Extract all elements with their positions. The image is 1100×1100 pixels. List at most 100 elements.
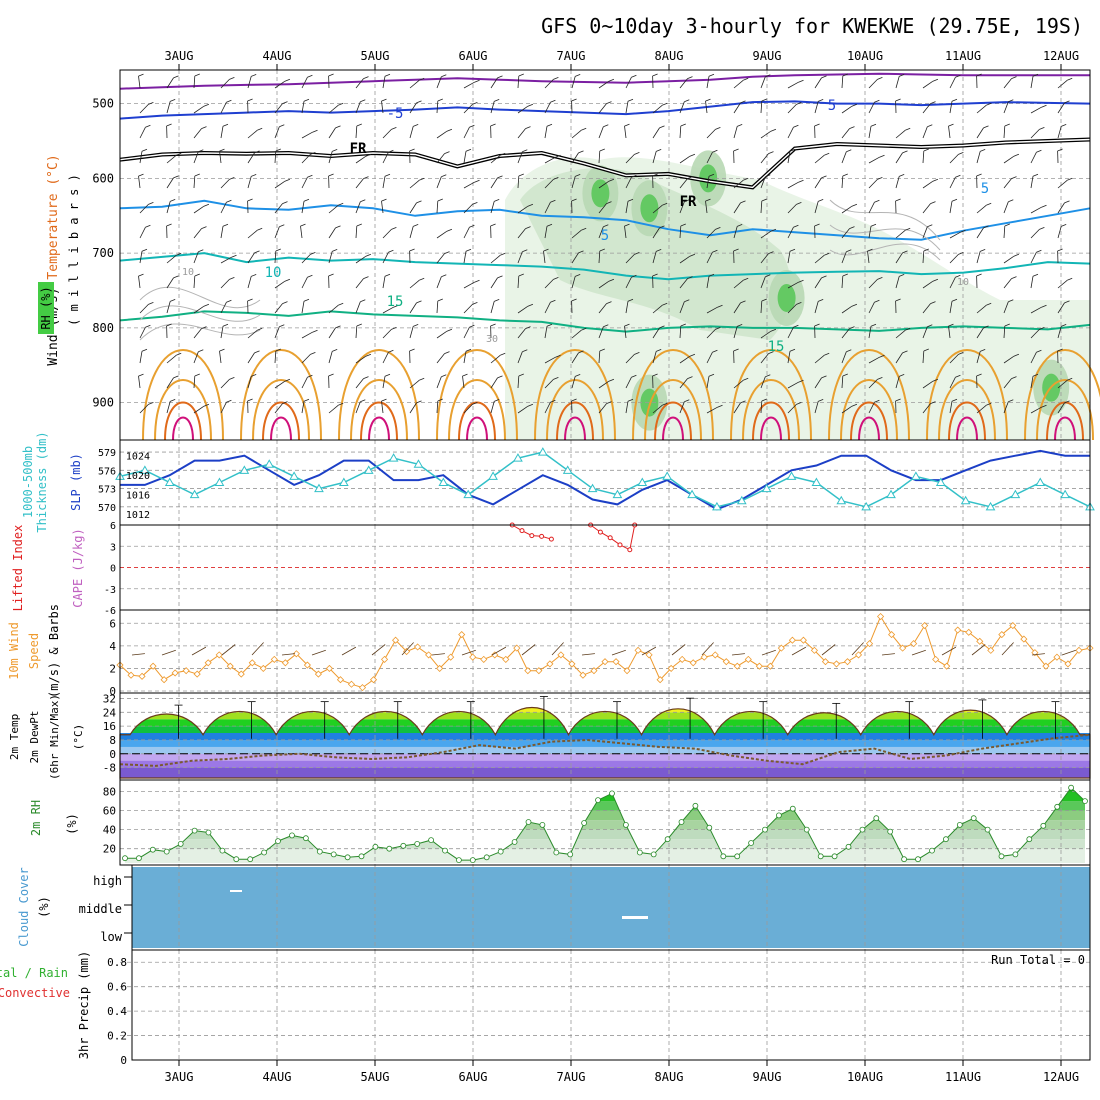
- wind-barb: [274, 80, 286, 89]
- surface-wind-barb: [641, 646, 657, 656]
- wind-barb: [571, 129, 582, 139]
- wind-barb: [571, 352, 579, 364]
- wind-barb: [436, 130, 448, 139]
- wind-barb: [463, 227, 470, 239]
- wind-barb: [544, 179, 554, 189]
- wind-barb-flag: [768, 351, 774, 354]
- wind-barb-flag: [1067, 77, 1073, 81]
- ylabel-temp-text: 2m Temp: [8, 714, 21, 760]
- wind-barb: [247, 329, 258, 339]
- wind-barb-flag: [194, 273, 200, 277]
- wind-barb-flag: [659, 325, 665, 329]
- temp-tick: -8: [103, 762, 116, 775]
- wind-barb-flag: [740, 300, 746, 304]
- wind-barb-flag: [814, 323, 820, 327]
- wind-barb: [517, 151, 523, 164]
- wind-barb-flag: [687, 176, 693, 179]
- slp-tick: 1012: [126, 510, 150, 521]
- wind-barb: [706, 276, 710, 289]
- wind-speed-marker: [678, 655, 686, 663]
- wind-barb: [490, 177, 498, 189]
- wind-barb: [247, 129, 258, 139]
- wind-barb-flag: [527, 303, 534, 307]
- wind-barb-flag: [976, 73, 982, 77]
- wind-speed-marker: [182, 667, 190, 675]
- thickness-marker: [886, 489, 896, 499]
- thickness-marker: [1010, 489, 1021, 499]
- wind-barb-flag: [391, 127, 397, 130]
- surface-wind-barb: [251, 642, 264, 656]
- wind-barb-flag: [490, 223, 496, 227]
- wind-barb-flag: [814, 223, 820, 227]
- temp-band-bg: [120, 767, 1090, 778]
- wind-speed-marker: [392, 636, 400, 644]
- wind-barb: [544, 302, 551, 314]
- rh-tick: 60: [103, 805, 116, 818]
- wind-barb: [922, 80, 934, 89]
- wind-barb-flag: [662, 302, 668, 306]
- temp-band: [120, 726, 1090, 734]
- wind-barb: [733, 302, 741, 314]
- wind-barb-flag: [627, 98, 634, 102]
- rh-marker: [970, 815, 977, 822]
- wind-barb-flag: [338, 102, 344, 106]
- wind-barb-flag: [1057, 248, 1063, 252]
- wind-barb: [462, 376, 465, 389]
- wind-barb-flag: [712, 349, 718, 353]
- wind-barb-flag: [328, 73, 334, 77]
- rh-marker: [956, 822, 963, 828]
- wind-barb: [490, 401, 495, 414]
- temp-band: [120, 712, 1090, 720]
- wind-barb-flag: [247, 98, 253, 102]
- wind-barb: [787, 181, 799, 189]
- wind-barb-flag: [472, 102, 478, 105]
- rh-marker: [929, 847, 935, 854]
- wind-barb: [706, 329, 716, 339]
- wind-barb: [382, 152, 389, 164]
- wind-barb: [409, 126, 414, 139]
- wind-barb-flag: [384, 173, 391, 177]
- wind-speed-marker: [932, 655, 940, 663]
- wind-barb: [949, 154, 959, 164]
- wind-barb: [868, 326, 872, 339]
- wind-barb-flag: [328, 373, 334, 377]
- wind-barb: [463, 81, 475, 89]
- ylabel-cloud-unit: (%): [37, 896, 51, 918]
- wind-speed-marker: [965, 628, 973, 636]
- rh-marker: [511, 839, 518, 845]
- wind-barb: [220, 326, 224, 339]
- li-marker: [607, 535, 613, 541]
- rh-marker: [275, 838, 281, 844]
- wind-barb-flag: [465, 148, 472, 152]
- wind-barb-flag: [176, 252, 182, 256]
- wind-barb-flag: [1041, 404, 1047, 408]
- wind-barb-flag: [708, 373, 715, 377]
- wind-speed-marker: [259, 664, 267, 672]
- wind-barb: [625, 154, 635, 164]
- wind-barb-flag: [689, 253, 696, 257]
- wind-barb: [787, 104, 797, 114]
- wind-barb-flag: [796, 402, 802, 405]
- wind-barb: [301, 101, 305, 114]
- wind-barb-flag: [527, 203, 534, 207]
- wind-barb-flag: [951, 398, 958, 402]
- wind-barb: [922, 126, 928, 139]
- wind-barb-flag: [740, 100, 746, 104]
- wind-barb-flag: [770, 228, 777, 232]
- isotherm-hump: [632, 349, 714, 441]
- rh-marker: [205, 829, 212, 836]
- wind-barb-flag: [870, 323, 877, 327]
- wind-barb: [544, 402, 551, 414]
- wind-barb-flag: [469, 324, 475, 328]
- wind-barb-flag: [416, 400, 422, 404]
- wind-barb: [1003, 401, 1009, 414]
- wind-barb-flag: [879, 354, 885, 358]
- rh-marker: [734, 853, 741, 860]
- wind-barb: [300, 226, 303, 239]
- wind-barb: [1057, 79, 1068, 89]
- wind-barb-flag: [303, 298, 310, 302]
- date-label-bottom: 4AUG: [263, 1070, 292, 1084]
- rh-marker: [692, 802, 699, 809]
- wind-barb: [841, 228, 850, 239]
- wind-barb-flag: [222, 323, 229, 327]
